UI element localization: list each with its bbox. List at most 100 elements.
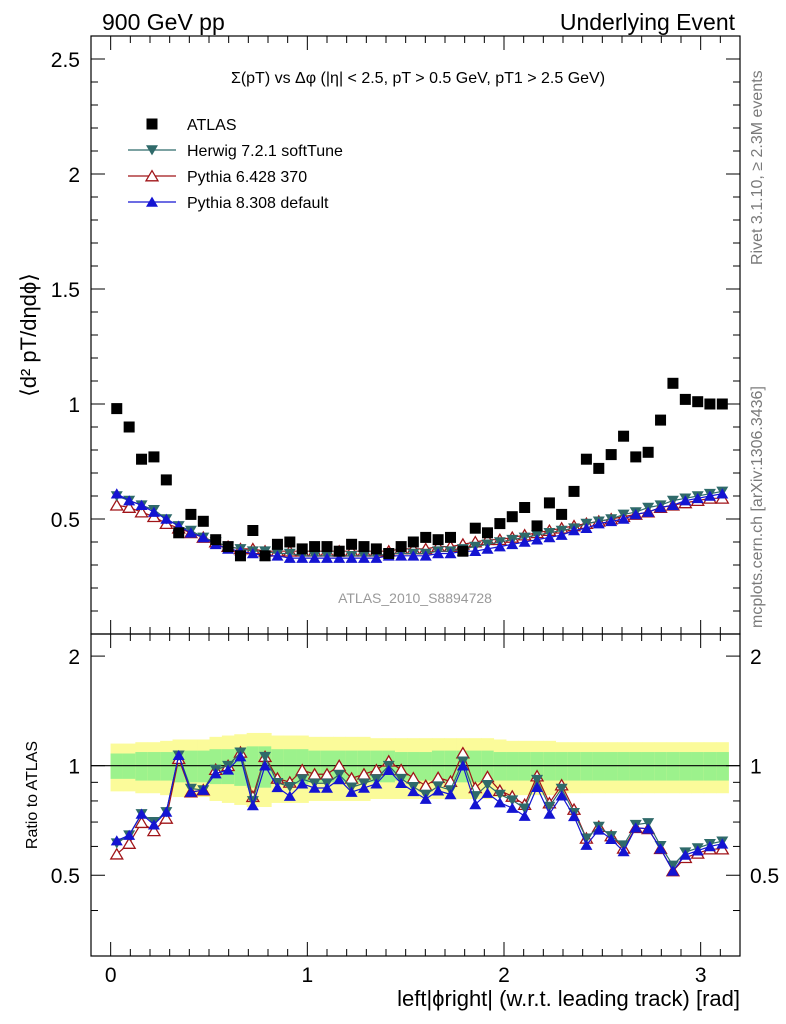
data-point-pythia-8-308-default [308,552,321,563]
data-point-pythia-8-308-default [469,545,482,556]
data-point-pythia-8-308-default [123,495,136,506]
data-point-atlas [568,485,580,497]
data-point-atlas [358,541,370,553]
data-point-pythia-8-308-default [617,513,630,524]
ratio-point-pythia-6-428-370 [146,824,162,837]
legend-label-herwig-7-2-1-softtune: Herwig 7.2.1 softTune [187,143,343,160]
data-point-pythia-8-308-default [666,499,679,510]
data-point-atlas [642,446,654,458]
ratio-point-pythia-8-308-default [357,782,370,793]
ratio-point-pythia-8-308-default [123,829,136,840]
ratio-band-inner [283,749,297,785]
ratio-point-pythia-8-308-default [580,839,593,850]
ratio-y-tick-label-right: 1 [750,756,762,779]
data-point-atlas [593,462,605,474]
ratio-band-inner [147,752,161,781]
data-point-atlas [481,527,493,539]
ratio-band-inner [580,752,593,781]
ratio-point-herwig-7-2-1-softtune [283,781,296,793]
ratio-point-pythia-8-308-default [321,782,333,793]
mcplots-reference-label: mcplots.cern.ch [arXiv:1306.3436] [749,386,766,628]
data-point-atlas [284,536,296,548]
ratio-point-pythia-8-308-default [654,843,667,854]
data-point-pythia-8-308-default [679,495,692,506]
data-point-pythia-8-308-default [605,515,618,527]
data-point-atlas [580,453,592,465]
data-point-pythia-6-428-370 [134,505,149,518]
chart-title: Σ(pT) vs Δφ (|η| < 2.5, pT > 0.5 GeV, pT… [231,70,605,87]
data-point-atlas [185,508,197,520]
data-point-pythia-8-308-default [444,548,457,559]
data-point-pythia-8-308-default [629,509,642,520]
y-tick-label: 2.5 [51,49,80,72]
ratio-point-pythia-6-428-370 [134,815,149,829]
data-point-pythia-8-308-default [506,538,519,550]
ratio-y-tick-label: 1 [68,756,80,779]
data-point-pythia-8-308-default [642,506,655,517]
data-point-atlas [605,449,617,461]
data-point-atlas [234,550,246,562]
data-point-pythia-8-308-default [135,499,148,510]
ratio-y-tick-label: 0.5 [51,865,80,888]
ratio-point-herwig-7-2-1-softtune [493,789,506,800]
data-point-atlas [160,474,172,486]
data-point-atlas [259,550,271,562]
ratio-point-herwig-7-2-1-softtune [555,783,568,794]
data-point-atlas [197,515,209,527]
ratio-point-pythia-8-308-default [481,787,494,798]
data-point-atlas [395,541,407,553]
data-point-atlas [543,497,555,509]
ratio-band-inner [160,752,173,781]
ratio-band-inner [407,752,420,781]
ratio-band-inner [691,752,705,781]
data-point-pythia-8-308-default [197,532,210,543]
ratio-point-pythia-8-308-default [259,760,272,771]
ratio-point-pythia-8-308-default [160,806,173,817]
y-tick-label: 1.5 [51,279,80,302]
data-point-atlas [445,531,457,543]
data-point-pythia-8-308-default [271,550,284,561]
y-tick-label: 1 [68,394,80,417]
data-point-pythia-8-308-default [580,522,593,533]
ratio-band-inner [604,752,618,781]
ratio-band-inner [431,750,445,783]
ratio-point-herwig-7-2-1-softtune [531,774,544,786]
legend-marker-pythia-8-308-default [146,196,158,207]
ratio-point-pythia-8-308-default [197,784,210,795]
ratio-point-pythia-6-428-370 [159,811,174,824]
ratio-point-pythia-8-308-default [469,799,482,810]
ratio-point-herwig-7-2-1-softtune [580,833,593,844]
series-atlas [111,377,728,562]
ratio-point-pythia-8-308-default [184,786,197,797]
data-point-pythia-8-308-default [357,552,370,563]
ratio-point-pythia-6-428-370 [122,836,137,849]
ratio-point-pythia-8-308-default [703,841,716,852]
y-tick-label: 2 [68,164,80,187]
legend-label-atlas: ATLAS [187,117,237,134]
ratio-point-pythia-8-308-default [605,833,618,844]
ratio-panel-frame [90,633,741,957]
data-point-pythia-8-308-default [419,550,432,561]
data-point-atlas [333,545,345,557]
data-point-atlas [519,502,531,513]
ratio-point-herwig-7-2-1-softtune [543,801,556,812]
data-point-atlas [123,421,135,433]
ratio-point-pythia-8-308-default [407,785,420,797]
data-point-atlas [679,393,691,405]
ratio-band-inner [567,752,581,781]
x-tick-label: 1 [301,964,313,987]
ratio-point-pythia-8-308-default [271,781,284,793]
ratio-point-pythia-8-308-default [308,782,321,793]
data-point-atlas [296,543,308,555]
ratio-band-inner [506,752,519,781]
ratio-band-inner [654,752,668,781]
data-point-atlas [531,520,543,532]
data-point-pythia-8-308-default [568,525,581,536]
legend-marker-herwig-7-2-1-softtune [146,145,158,156]
data-point-atlas [271,538,283,550]
ratio-band-inner [716,752,729,781]
ratio-point-pythia-8-308-default [283,790,296,801]
ratio-point-herwig-7-2-1-softtune [481,779,494,791]
ratio-band-inner [135,752,149,781]
header-left-label: 900 GeV pp [102,9,225,35]
